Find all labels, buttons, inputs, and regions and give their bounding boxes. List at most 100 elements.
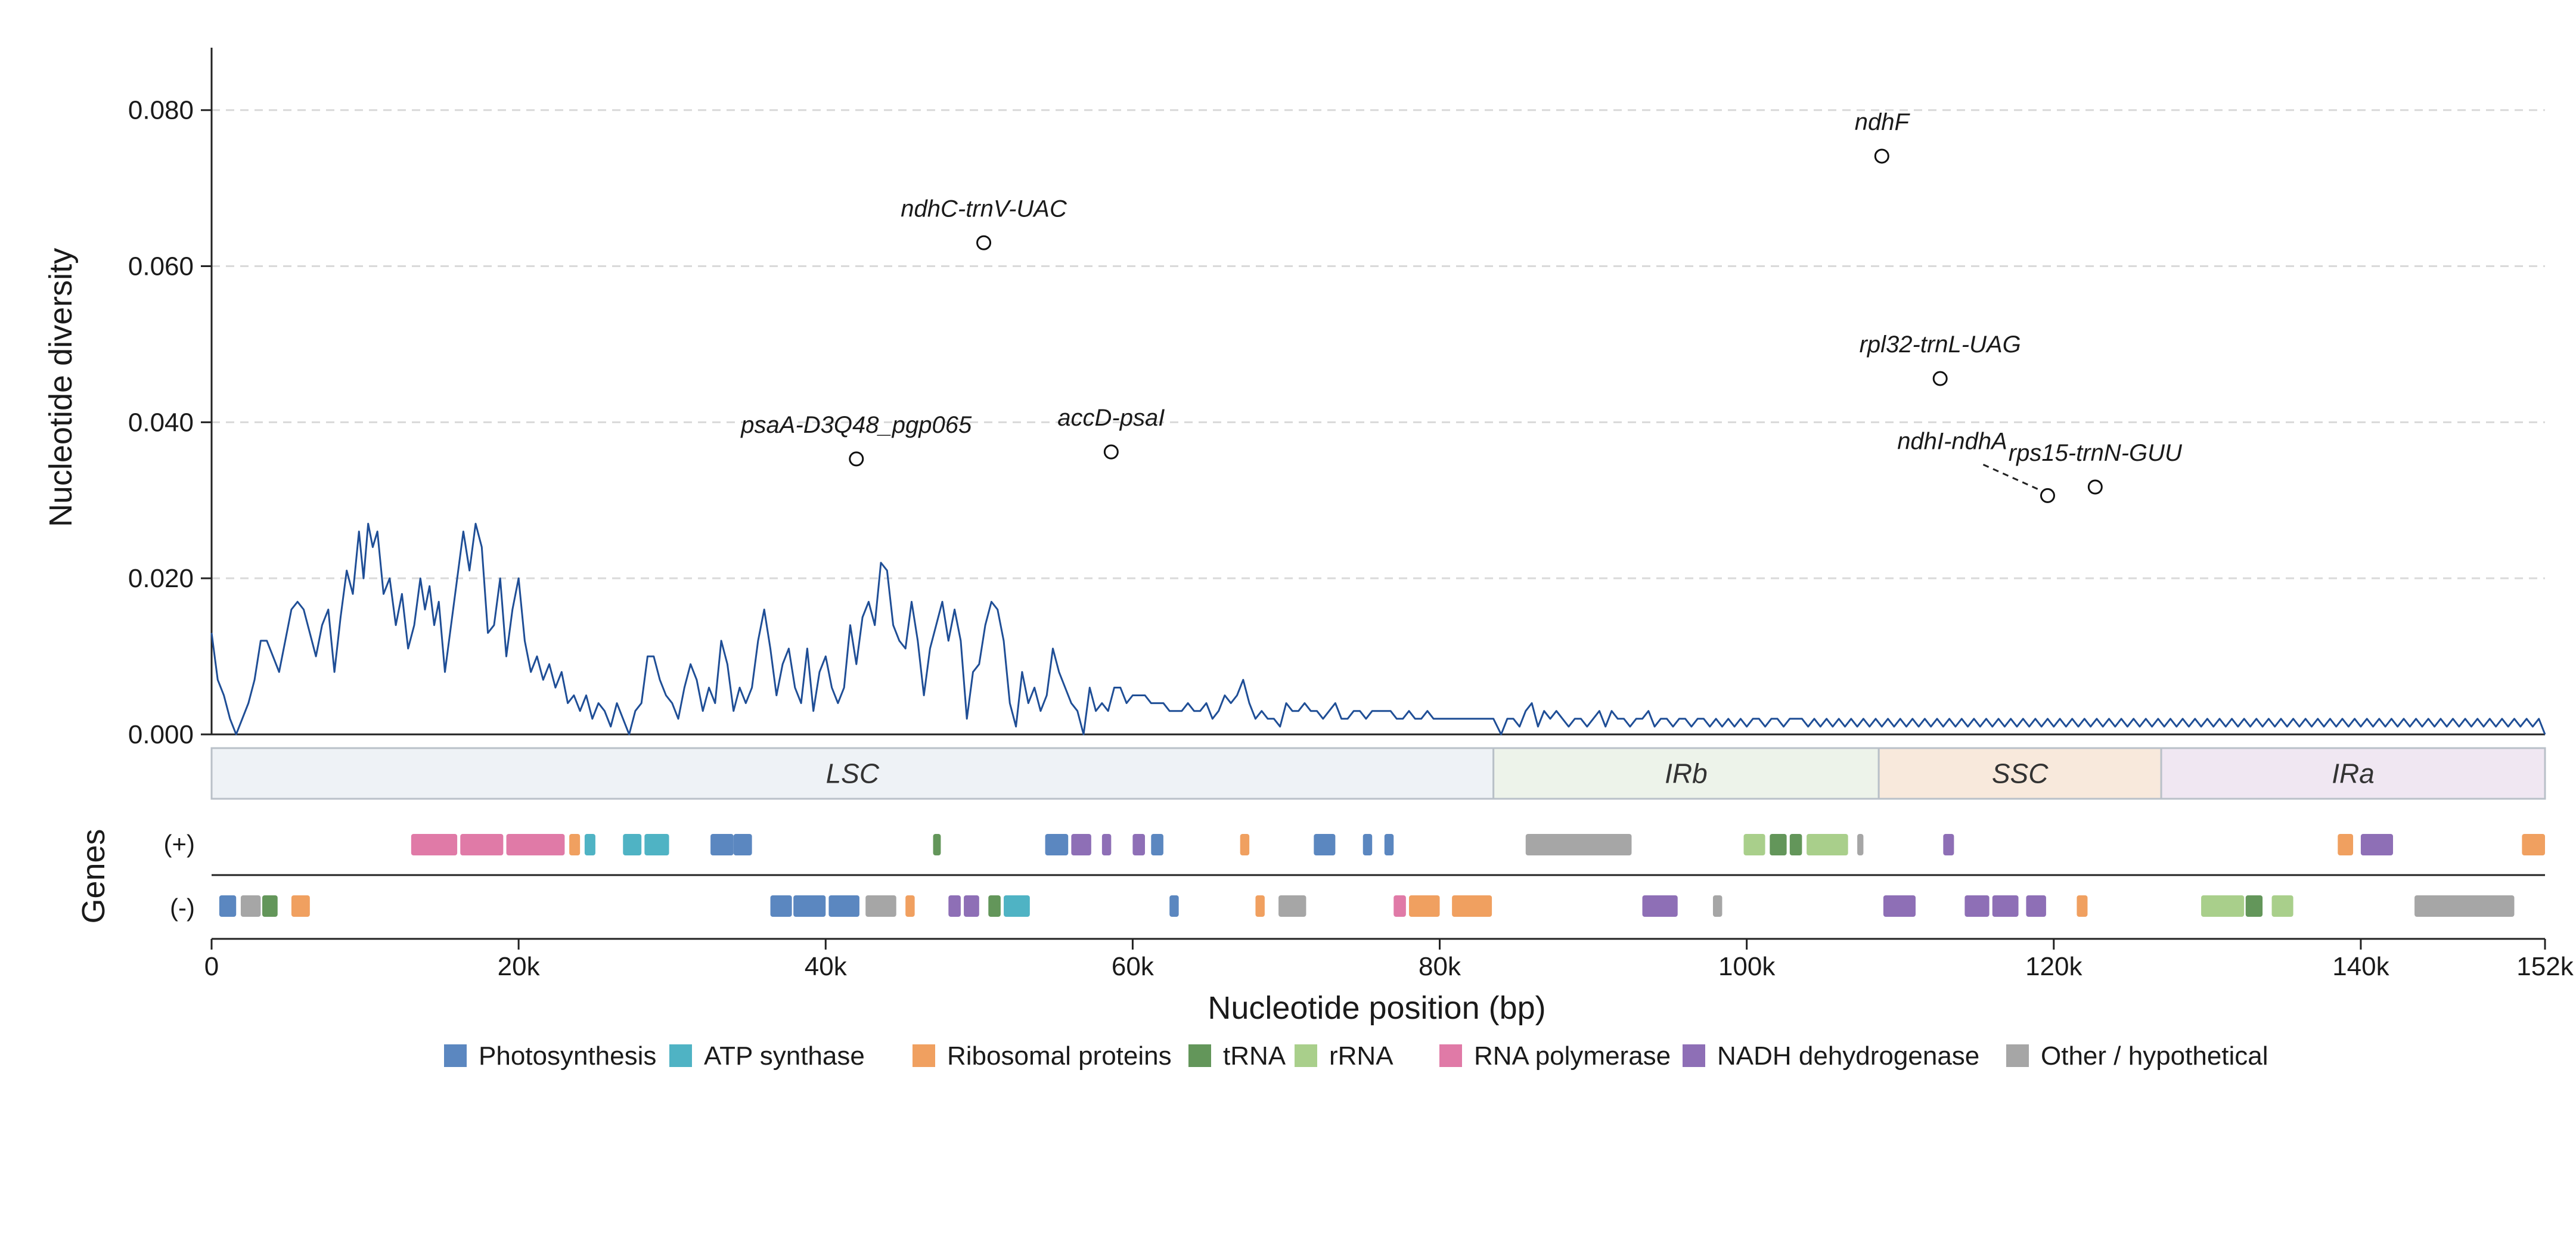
gene-feature: [240, 895, 261, 917]
gene-feature: [460, 834, 504, 855]
peak-marker: [2040, 488, 2055, 503]
region-label: LSC: [826, 758, 880, 789]
x-tick-label: 80k: [1419, 952, 1461, 981]
legend-label: RNA polymerase: [1474, 1041, 1671, 1071]
x-tick-label: 100k: [1718, 952, 1776, 981]
peak-marker: [1932, 371, 1948, 386]
gene-feature: [770, 895, 792, 917]
x-tick-label: 60k: [1112, 952, 1154, 981]
legend-label: NADH dehydrogenase: [1717, 1041, 1979, 1071]
legend-swatch: [1683, 1044, 1705, 1067]
gene-feature: [1132, 834, 1145, 855]
gene-feature: [1384, 834, 1394, 855]
legend: Photosynthesis ATP synthase Ribosomal prot…: [444, 1041, 2268, 1071]
gene-feature: [2338, 834, 2354, 855]
legend-swatch: [444, 1044, 467, 1067]
gene-feature: [1452, 895, 1492, 917]
region-irb: [1492, 747, 1880, 800]
region-label: IRb: [1665, 758, 1708, 789]
gene-feature: [1992, 895, 2019, 917]
peak-label: rps15-trnN-GUU: [2009, 440, 2183, 466]
gene-feature: [733, 834, 752, 855]
legend-label: Ribosomal proteins: [947, 1041, 1172, 1071]
legend-swatch: [669, 1044, 692, 1067]
y-tick-label: 0.060: [128, 252, 194, 281]
gene-feature: [1409, 895, 1440, 917]
region-label: SSC: [1992, 758, 2049, 789]
gene-feature: [1807, 834, 1848, 855]
legend-swatch: [1295, 1044, 1317, 1067]
peak-marker: [849, 451, 864, 467]
gene-feature: [219, 895, 237, 917]
gene-feature: [1255, 895, 1265, 917]
legend-swatch: [2006, 1044, 2029, 1067]
legend-label: Other / hypothetical: [2041, 1041, 2268, 1071]
gene-feature: [2360, 834, 2394, 855]
peak-label: psaA-D3Q48_pgp065: [740, 412, 972, 438]
gene-feature: [584, 834, 595, 855]
region-ira: [2160, 747, 2546, 800]
gene-feature: [2026, 895, 2046, 917]
gene-feature: [411, 834, 458, 855]
gene-feature: [1883, 895, 1916, 917]
region-lsc: [210, 747, 1495, 800]
legend-label: rRNA: [1329, 1041, 1393, 1071]
gene-feature: [1712, 895, 1722, 917]
peak-label: accD-psaI: [1057, 405, 1165, 431]
gene-feature: [569, 834, 581, 855]
peak-label: ndhF: [1855, 109, 1911, 135]
legend-swatch: [1188, 1044, 1211, 1067]
gene-feature: [1943, 834, 1954, 855]
legend-swatch: [913, 1044, 935, 1067]
gene-feature: [623, 834, 642, 855]
peak-leader-line: [1982, 464, 2043, 492]
region-bar: LSC IRb SSC IRa: [210, 747, 2546, 800]
x-tick-label: 40k: [805, 952, 848, 981]
gene-feature: [1278, 895, 1306, 917]
axes: 0.000 0.020 0.040 0.060 0.080 0 20k 40k 60k 80k 10…: [128, 48, 2574, 981]
gene-feature: [291, 895, 310, 917]
gene-feature: [1004, 895, 1030, 917]
x-tick-label: 120k: [2025, 952, 2082, 981]
gene-feature: [1151, 834, 1163, 855]
gene-feature: [905, 895, 915, 917]
diversity-line: [210, 523, 2546, 736]
gene-feature: [1743, 834, 1765, 855]
x-tick-label: 140k: [2332, 952, 2389, 981]
y-tick-label: 0.080: [128, 96, 194, 125]
gene-feature: [1071, 834, 1091, 855]
y-tick-label: 0.000: [128, 720, 194, 749]
gene-feature: [948, 895, 961, 917]
gene-feature: [1169, 895, 1179, 917]
gene-feature: [1363, 834, 1373, 855]
gene-feature: [1045, 834, 1069, 855]
strand-minus-label: (-): [170, 894, 195, 922]
peak-label: ndhC-trnV-UAC: [901, 196, 1067, 222]
strand-plus-label: (+): [164, 830, 195, 858]
gene-feature: [988, 895, 1001, 917]
x-axis-title: Nucleotide position (bp): [1208, 990, 1545, 1026]
legend-label: ATP synthase: [704, 1041, 865, 1071]
y-tick-label: 0.020: [128, 564, 194, 593]
gene-feature: [2077, 895, 2088, 917]
x-tick-label: 20k: [498, 952, 541, 981]
peak-label: rpl32-trnL-UAG: [1860, 331, 2021, 358]
legend-swatch: [1439, 1044, 1462, 1067]
gene-feature: [793, 895, 826, 917]
region-label: IRa: [2332, 758, 2375, 789]
grid: [212, 109, 2545, 579]
gene-feature: [1525, 834, 1632, 855]
region-ssc: [1877, 747, 2162, 800]
peak-marker: [2087, 479, 2103, 495]
gene-feature: [1240, 834, 1250, 855]
x-tick-label: 152k: [2516, 952, 2574, 981]
gene-feature: [1770, 834, 1787, 855]
gene-feature: [1857, 834, 1864, 855]
peak-marker: [976, 235, 992, 250]
peak-annotations: psaA-D3Q48_pgp065 ndhC-trnV-UAC accD-psaI n…: [740, 109, 2183, 503]
y-tick-label: 0.040: [128, 408, 194, 437]
peak-marker: [1874, 148, 1889, 164]
legend-label: tRNA: [1223, 1041, 1286, 1071]
gene-feature: [1101, 834, 1112, 855]
